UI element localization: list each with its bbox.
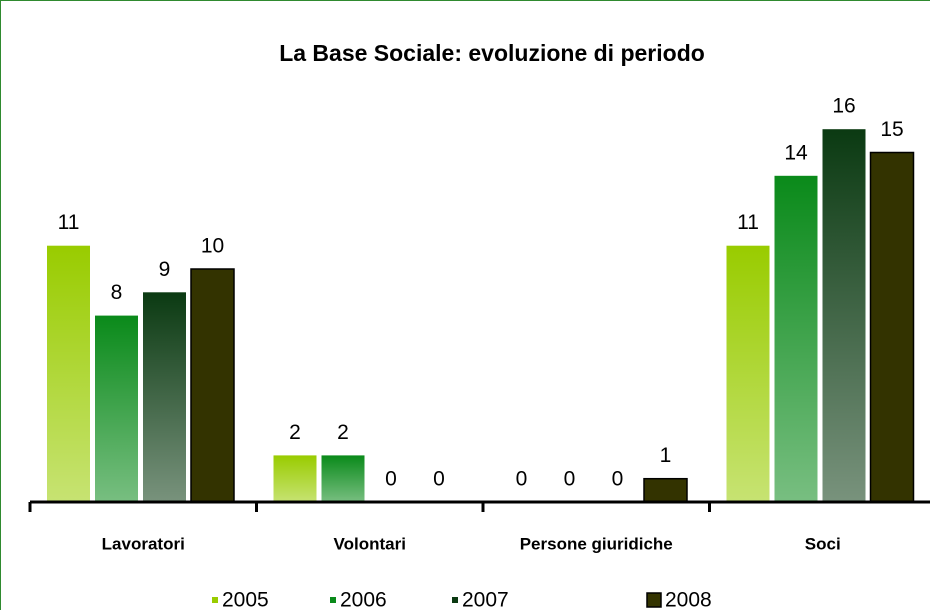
value-label: 1 <box>660 444 672 467</box>
x-tick-label: Lavoratori <box>102 534 185 553</box>
value-label: 0 <box>385 468 397 491</box>
bar-shine <box>822 129 866 502</box>
value-label: 10 <box>201 235 224 258</box>
value-label: 16 <box>832 95 855 118</box>
bar <box>190 268 235 503</box>
legend-label: 2007 <box>462 589 509 610</box>
bar <box>869 151 915 503</box>
value-label: 11 <box>737 211 759 234</box>
legend-label: 2005 <box>222 589 269 610</box>
legend-marker <box>330 597 336 603</box>
chart-title: La Base Sociale: evoluzione di periodo <box>279 40 705 66</box>
bar-shine <box>321 455 365 502</box>
legend-label: 2008 <box>665 589 712 610</box>
legend-label: 2006 <box>340 589 387 610</box>
value-label: 0 <box>564 468 576 491</box>
value-label: 15 <box>880 118 903 141</box>
legend-marker <box>212 597 218 603</box>
x-tick-label: Persone giuridiche <box>520 534 673 553</box>
value-label: 2 <box>289 421 301 444</box>
legend-marker <box>452 597 458 603</box>
x-tick-label: Volontari <box>334 534 406 553</box>
value-label: 14 <box>784 141 808 164</box>
bar-shine <box>47 245 90 502</box>
bar-shine <box>95 315 138 502</box>
value-label: 0 <box>433 468 445 491</box>
bar-shine <box>726 245 770 502</box>
value-label: 8 <box>111 281 123 304</box>
bar-shine <box>774 175 818 503</box>
bar-shine <box>143 292 186 502</box>
value-label: 11 <box>58 211 80 234</box>
value-label: 2 <box>337 421 349 444</box>
value-label: 9 <box>159 258 171 281</box>
value-label: 0 <box>612 468 624 491</box>
bar <box>643 477 688 503</box>
legend-marker <box>646 592 662 608</box>
value-label: 0 <box>516 468 528 491</box>
x-tick-label: Soci <box>805 534 841 553</box>
bar-shine <box>273 455 317 502</box>
